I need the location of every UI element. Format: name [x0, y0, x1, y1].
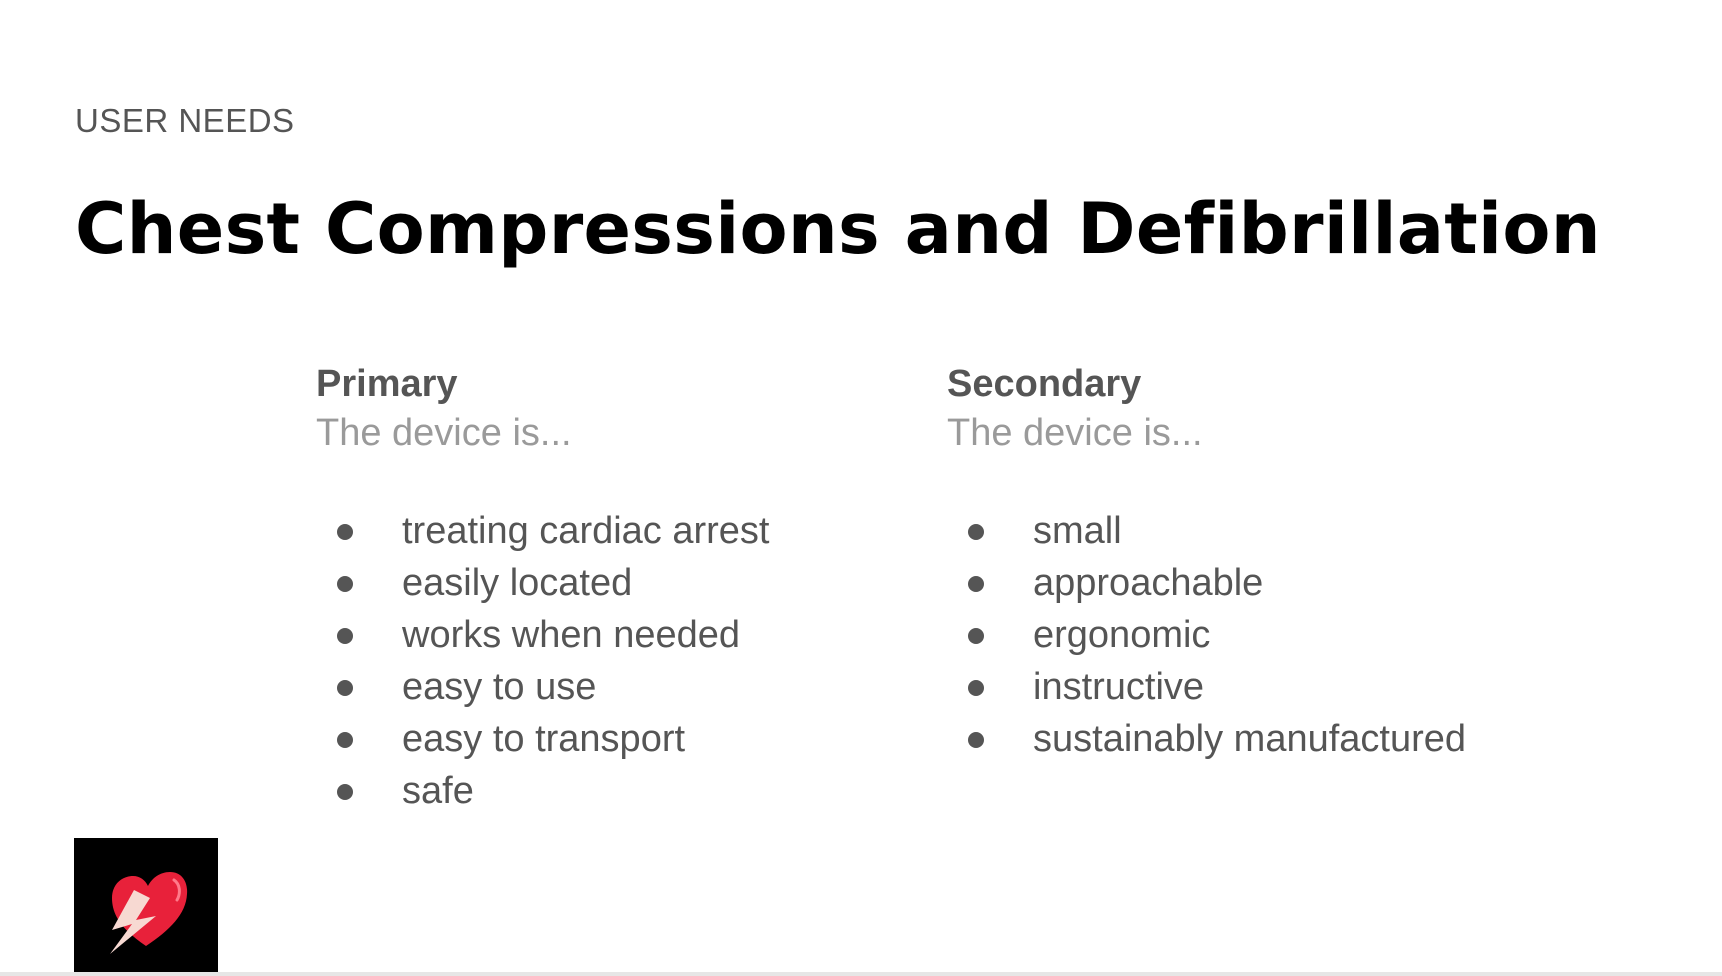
bullet-icon [968, 576, 984, 592]
list-item-text: sustainably manufactured [1033, 718, 1467, 760]
page-title: Chest Compressions and Defibrillation [75, 188, 1601, 270]
list-item-text: easy to use [402, 666, 597, 708]
secondary-subheading: The device is... [947, 412, 1203, 454]
primary-needs-column: Primary The device is... treating cardia… [316, 360, 916, 812]
bullet-icon [337, 524, 353, 540]
primary-heading: Primary [316, 363, 458, 405]
bullet-icon [968, 524, 984, 540]
primary-subheading: The device is... [316, 412, 572, 454]
bullet-icon [968, 628, 984, 644]
list-item-text: instructive [1033, 666, 1205, 708]
bullet-icon [337, 732, 353, 748]
bullet-icon [968, 732, 984, 748]
bullet-icon [337, 628, 353, 644]
heart-lightning-icon [74, 838, 218, 972]
bullet-icon [968, 680, 984, 696]
list-item-text: easy to transport [402, 718, 686, 760]
bullet-icon [337, 576, 353, 592]
bottom-divider [0, 972, 1722, 976]
list-item-text: works when needed [402, 614, 740, 656]
section-label: USER NEEDS [75, 102, 295, 139]
secondary-heading: Secondary [947, 363, 1142, 405]
secondary-needs-column: Secondary The device is... small approac… [947, 360, 1547, 760]
list-item-text: safe [402, 770, 474, 812]
list-item-text: small [1033, 510, 1122, 552]
list-item-text: ergonomic [1033, 614, 1211, 656]
list-item-text: treating cardiac arrest [402, 510, 770, 552]
list-item-text: approachable [1033, 562, 1264, 604]
list-item-text: easily located [402, 562, 633, 604]
bullet-icon [337, 784, 353, 800]
bullet-icon [337, 680, 353, 696]
